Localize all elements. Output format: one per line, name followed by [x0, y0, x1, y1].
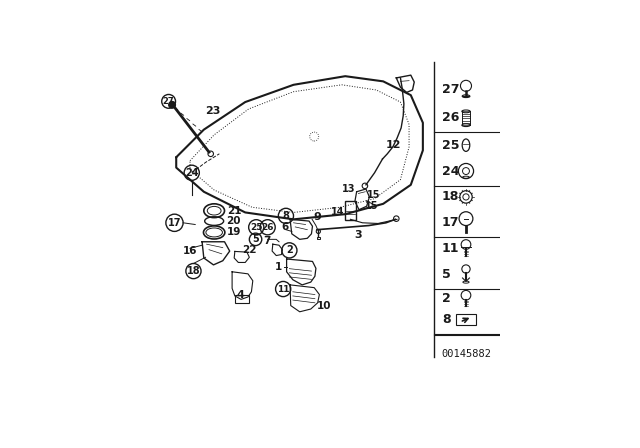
- Text: 18: 18: [187, 266, 200, 276]
- Text: 20: 20: [226, 216, 241, 226]
- Text: 5: 5: [442, 268, 451, 281]
- Text: 8: 8: [282, 211, 289, 221]
- Text: 25: 25: [250, 223, 262, 232]
- Text: 2: 2: [442, 292, 451, 305]
- Text: 26: 26: [261, 223, 274, 232]
- Text: 9: 9: [314, 211, 321, 222]
- Text: 10: 10: [317, 301, 332, 310]
- Text: 25: 25: [442, 139, 460, 152]
- Text: 17: 17: [168, 218, 181, 228]
- Text: 16: 16: [183, 246, 197, 256]
- Text: 11: 11: [442, 242, 460, 255]
- Text: 13: 13: [342, 184, 356, 194]
- Text: 5: 5: [252, 234, 259, 244]
- Text: 27: 27: [442, 83, 460, 96]
- Text: 7: 7: [263, 236, 270, 246]
- Text: 3: 3: [354, 229, 362, 240]
- Text: 19: 19: [227, 228, 242, 237]
- Text: 00145882: 00145882: [441, 349, 491, 359]
- Text: 1: 1: [275, 262, 282, 272]
- Text: 17: 17: [442, 216, 460, 229]
- Text: 11: 11: [277, 284, 289, 293]
- Text: 22: 22: [243, 245, 257, 255]
- Text: 24: 24: [442, 164, 460, 177]
- Text: 26: 26: [442, 111, 460, 124]
- Text: 6: 6: [281, 222, 289, 232]
- Text: 8: 8: [442, 313, 451, 326]
- Text: 4: 4: [236, 290, 244, 300]
- Text: 15: 15: [367, 190, 381, 199]
- Text: 21: 21: [227, 206, 242, 216]
- Circle shape: [168, 101, 175, 108]
- Text: 12: 12: [386, 140, 401, 150]
- Text: 27: 27: [163, 97, 175, 106]
- Text: 24: 24: [185, 168, 198, 178]
- Text: 23: 23: [205, 106, 221, 116]
- Text: 15: 15: [365, 201, 378, 211]
- Text: 2: 2: [286, 246, 292, 255]
- Text: 14: 14: [331, 207, 344, 217]
- Text: 18: 18: [442, 190, 460, 203]
